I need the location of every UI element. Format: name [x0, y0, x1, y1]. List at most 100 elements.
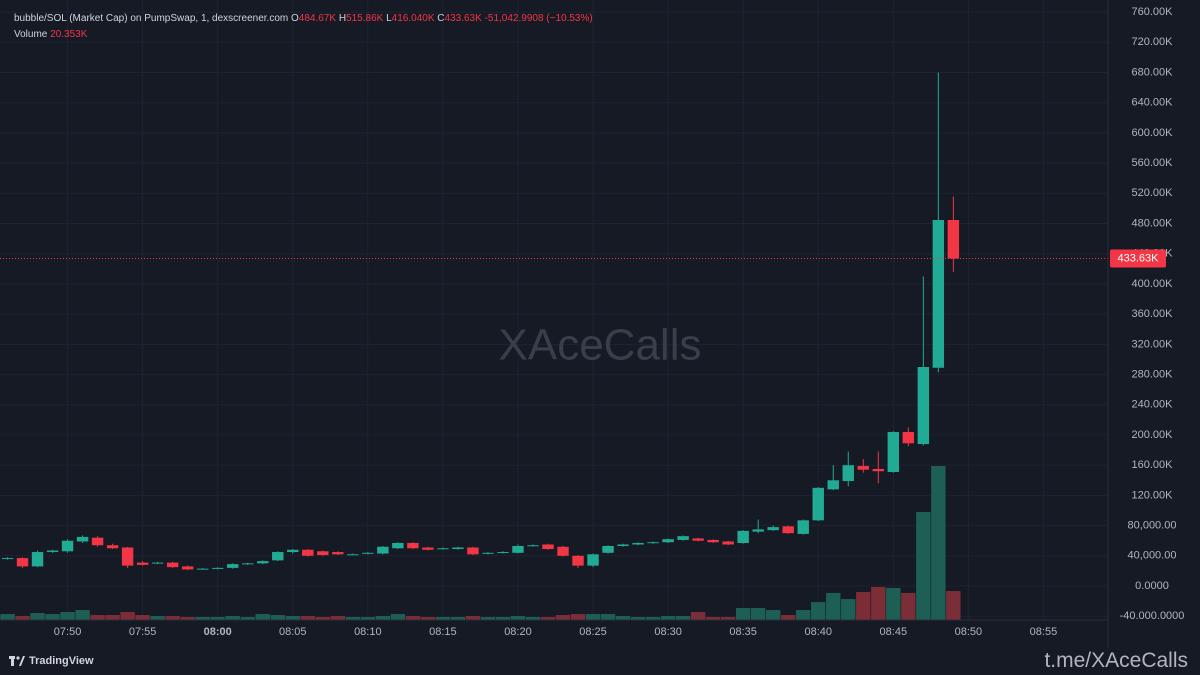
volume-bar	[30, 613, 45, 620]
watermark: XAceCalls	[499, 321, 702, 370]
x-tick-label: 08:30	[654, 626, 682, 638]
volume-bar	[675, 616, 691, 620]
candle-body	[677, 536, 689, 540]
volume-bar	[720, 617, 736, 620]
label: L	[386, 13, 392, 24]
candle-body	[347, 554, 359, 556]
candle-body	[1, 558, 14, 560]
volume-bar	[931, 466, 946, 620]
candle-body	[662, 539, 674, 543]
last-price-tag	[1110, 249, 1166, 268]
candle-body	[617, 544, 629, 546]
volume-bar	[180, 617, 195, 620]
x-tick-label: 08:55	[1030, 626, 1058, 638]
label: O	[291, 13, 299, 24]
candle-body	[196, 568, 209, 570]
candle-body	[887, 431, 900, 472]
candle-body	[76, 536, 89, 542]
candle-body	[767, 527, 779, 531]
candle-body	[151, 562, 164, 564]
x-tick-label: 08:40	[804, 626, 832, 638]
volume-bar	[750, 608, 766, 620]
candle-body	[812, 487, 824, 521]
candle-body	[317, 551, 329, 556]
y-tick-label: 40,000.00	[1128, 550, 1177, 562]
volume-bar	[270, 615, 285, 620]
x-tick-label: 08:05	[279, 626, 307, 638]
volume-bar	[225, 616, 240, 620]
candles	[0, 72, 1108, 571]
x-tick-label: 08:35	[729, 626, 757, 638]
x-tick-label: 07:50	[54, 626, 82, 638]
volume-bar	[135, 615, 150, 620]
volume-bar	[360, 617, 376, 620]
candle-body	[482, 552, 494, 554]
volume-bar	[901, 592, 916, 620]
volume-bar	[450, 617, 466, 620]
candle-body	[362, 552, 374, 554]
volume-bar	[765, 610, 781, 620]
y-tick-label: 160.00K	[1132, 459, 1174, 471]
candle-body	[211, 567, 224, 569]
candle-body	[497, 552, 509, 554]
axes: 760.00K 720.00K 680.00K 640.00K 600.00K 560.0…	[54, 6, 1185, 638]
candle-body	[917, 367, 930, 445]
volume-bar	[255, 614, 270, 620]
y-tick-label: 400.00K	[1132, 278, 1174, 290]
x-tick-label: 08:45	[880, 626, 908, 638]
y-tick-label: -40.000.0000	[1120, 610, 1185, 622]
footer-link: t.me/XAceCalls	[1044, 649, 1188, 672]
candle-body	[902, 431, 915, 444]
volume-bar	[645, 617, 661, 620]
candle-body	[722, 541, 734, 545]
candle-body	[842, 465, 854, 482]
candle-body	[647, 542, 659, 544]
candle-body	[242, 563, 254, 565]
y-tick-label: 320.00K	[1132, 338, 1174, 350]
candle-body	[227, 564, 239, 568]
volume-bar	[735, 608, 751, 620]
candle-body	[166, 562, 179, 568]
candle-body	[512, 545, 524, 553]
volume-bar	[405, 616, 421, 620]
candle-body	[257, 561, 269, 564]
volume-bar	[796, 610, 811, 620]
value: 416.040K	[391, 13, 435, 24]
candle-body	[797, 520, 809, 534]
candle-body	[422, 547, 434, 550]
candle-body	[392, 542, 404, 549]
x-tick-label: 08:10	[354, 626, 382, 638]
candle-body	[542, 544, 554, 550]
volume-bar	[525, 617, 541, 620]
candle-body	[752, 529, 764, 532]
y-tick-label: 120.00K	[1132, 489, 1174, 501]
volume-bar	[15, 616, 30, 620]
candle-body	[16, 558, 29, 567]
x-tick-label: 08:20	[504, 626, 532, 638]
candle-body	[692, 538, 704, 541]
y-tick-label: 520.00K	[1132, 187, 1174, 199]
volume-bar	[871, 586, 886, 620]
volume-bar	[435, 617, 451, 620]
y-tick-label: 280.00K	[1132, 368, 1174, 380]
candle-body	[46, 550, 59, 553]
value: 484.67K	[298, 13, 337, 24]
candle-body	[437, 548, 449, 550]
volume	[0, 466, 961, 620]
candle-body	[106, 545, 119, 549]
volume-bar	[90, 615, 105, 620]
candle-body	[947, 220, 960, 259]
y-tick-label: 640.00K	[1132, 97, 1174, 109]
candle-body	[872, 468, 884, 472]
footer: TradingView t.me/XAceCalls	[0, 648, 1200, 675]
title: bubble/SOL (Market Cap) on PumpSwap, 1, …	[14, 13, 289, 24]
candle-body	[302, 549, 314, 556]
volume-bar	[285, 616, 300, 620]
candle-body	[587, 554, 599, 566]
volume-bar	[300, 616, 315, 620]
candle-body	[452, 547, 464, 550]
candle-body	[527, 545, 539, 547]
volume-header: Volume 20.353K	[14, 29, 87, 40]
volume-bar	[585, 614, 601, 620]
